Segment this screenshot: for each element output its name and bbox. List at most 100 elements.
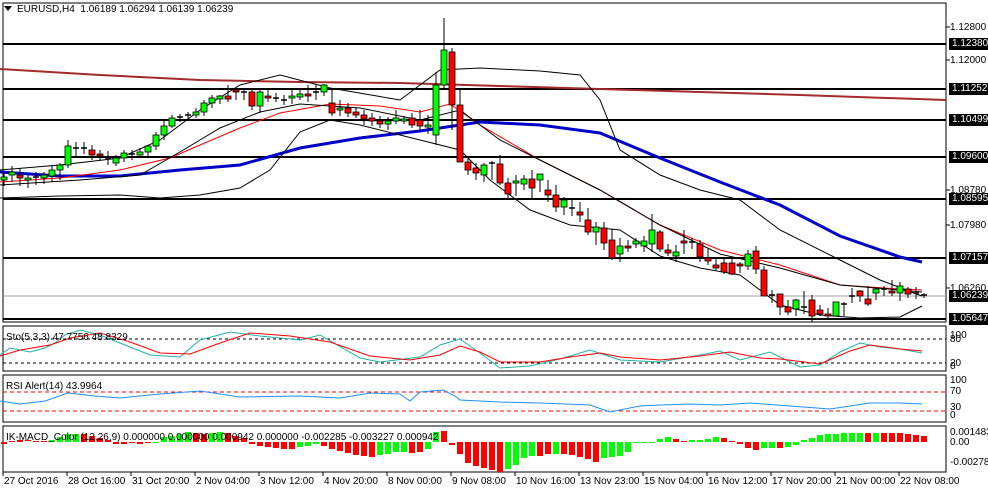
macd-bar [353,442,359,455]
bearish-candle [88,149,96,156]
rsi-axis-label: 30 [950,402,962,413]
bullish-candle [200,102,208,113]
macd-bar [9,441,15,442]
macd-bar [873,433,879,442]
macd-bar [81,434,87,442]
rsi-title: RSI Alert(14) 43.9964 [6,381,103,392]
bullish-candle [520,178,528,185]
bullish-candle [168,117,176,127]
time-label: 10 Nov 16:00 [516,476,576,487]
macd-bar [633,442,639,443]
bearish-candle [576,211,584,216]
bullish-candle [208,97,216,104]
macd-bar [505,442,511,469]
bullish-candle [536,173,544,181]
macd-bar [121,442,127,444]
bullish-candle [152,134,160,147]
bullish-candle [192,111,200,116]
macd-bar [545,442,551,454]
macd-bar [57,437,63,442]
bullish-candle [40,174,48,179]
bearish-candle [304,93,312,97]
macd-bar [345,442,351,453]
bearish-candle [528,178,536,189]
bullish-candle [120,152,128,159]
bullish-candle [288,95,296,99]
bearish-candle [696,243,704,258]
bearish-candle [456,104,464,163]
macd-bar [1,442,7,444]
macd-bar [377,442,383,455]
bullish-candle [400,118,408,122]
macd-bar [313,442,319,444]
macd-bar [857,433,863,442]
macd-bar [785,442,791,447]
macd-bar [89,436,95,442]
bearish-candle [264,95,272,99]
bearish-candle [624,245,632,249]
stochastic-lines [0,329,946,369]
macd-bar [153,442,159,443]
macd-bar [209,433,215,442]
macd-bar [105,440,111,442]
macd-title: IK-MACD_Color (12,26,9) 0.000000 0.00000… [6,432,439,443]
bullish-candle [632,240,640,245]
rsi-axis-label: 0 [950,410,956,421]
bearish-candle [360,114,368,120]
bullish-candle [440,49,448,86]
macd-axis-label: -0.002784 [950,457,988,468]
bullish-candle [112,157,120,164]
bullish-candle [320,84,328,93]
bearish-candle [904,288,912,295]
macd-bar [273,442,279,448]
price-tick-label: 1.06260 [950,283,987,294]
indicator-line [0,68,947,101]
time-label: 22 Nov 08:00 [900,476,960,487]
stoch-axis-label: 100 [950,330,967,341]
chart-title[interactable]: EURUSD,H4 1.06189 1.06294 1.06139 1.0623… [4,4,233,15]
bearish-candle [584,219,592,233]
rsi-axis-label: 70 [950,386,962,397]
macd-bar [297,442,303,447]
bullish-candle [136,151,144,156]
macd-bar [193,433,199,442]
pane-frame [2,425,947,473]
macd-bar [921,436,927,442]
bullish-candle [592,226,600,233]
macd-bar [289,442,295,449]
bullish-candle [616,245,624,255]
macd-bar [801,440,807,442]
indicator-overlays [0,67,947,319]
dropdown-triangle-icon[interactable] [4,6,12,11]
macd-bar [593,442,599,462]
macd-bar [337,442,343,451]
bullish-candle [296,93,304,98]
macd-bar [465,442,471,463]
macd-bar [889,433,895,442]
macd-bar [425,442,431,449]
level-price-label: 1.10499 [949,114,988,126]
macd-bar [881,433,887,442]
rsi-line [0,389,923,413]
macd-bar [625,442,631,452]
macd-bar [561,442,567,454]
macd-bar [537,442,543,456]
bearish-candle [712,264,720,269]
bearish-candle [776,293,784,308]
bullish-candle [512,180,520,184]
macd-bar [585,442,591,459]
bearish-candle [808,299,816,317]
macd-bar [521,442,527,458]
macd-bar [665,437,671,442]
macd-bar [809,438,815,442]
symbol-label: EURUSD,H4 [17,4,75,15]
time-label: 8 Nov 00:00 [388,476,442,487]
bullish-candle [744,253,752,267]
macd-bar [473,442,479,466]
macd-bar [185,432,191,442]
macd-bar [113,442,119,444]
bullish-candle [48,169,56,177]
stoch-axis-label: 20 [950,358,962,369]
macd-axis-label: 0.001483 [950,427,988,438]
